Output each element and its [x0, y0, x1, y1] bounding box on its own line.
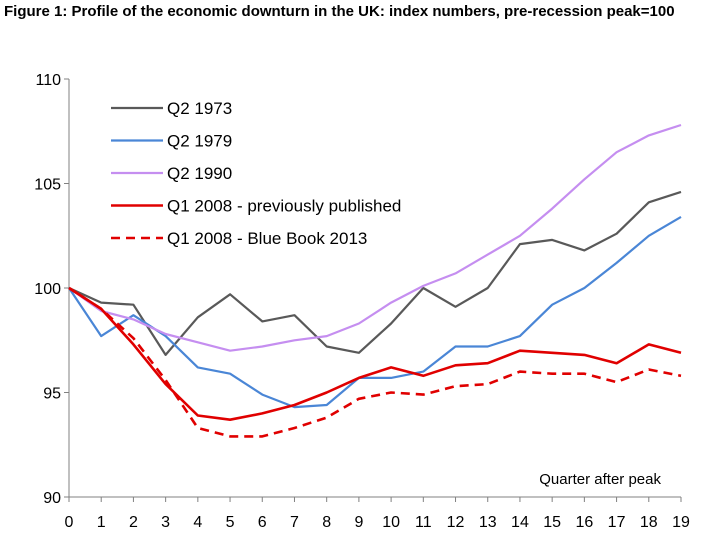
x-tick-label: 6 [258, 514, 267, 531]
series-line-5 [68, 286, 682, 438]
series-line-3 [68, 123, 682, 352]
x-tick-label: 4 [193, 514, 202, 531]
y-tick-label: 110 [35, 72, 61, 89]
chart-legend: Q2 1973 Q2 1979 Q2 1990 Q1 2008 - previousl… [111, 99, 401, 248]
series-line-4 [68, 286, 682, 422]
y-tick-label: 95 [43, 386, 61, 403]
x-tick-label: 2 [129, 514, 138, 531]
x-tick-label: 17 [608, 514, 626, 531]
x-tick-label: 14 [511, 514, 529, 531]
x-tick-label: 15 [543, 514, 561, 531]
x-tick-label: 10 [382, 514, 400, 531]
y-tick-label: 90 [43, 490, 61, 507]
legend-label-1: Q2 1973 [167, 99, 232, 118]
x-tick-label: 1 [97, 514, 106, 531]
series-line-1 [68, 190, 682, 356]
x-tick-label: 7 [290, 514, 299, 531]
x-tick-label: 9 [354, 514, 363, 531]
x-tick-label: 19 [672, 514, 690, 531]
x-tick-label: 3 [161, 514, 170, 531]
x-tick-label: 8 [322, 514, 331, 531]
x-tick-label: 11 [415, 514, 432, 531]
x-tick-label: 5 [226, 514, 235, 531]
x-tick-label: 13 [479, 514, 497, 531]
legend-label-4: Q1 2008 - previously published [167, 197, 401, 216]
series-line-2 [68, 215, 682, 409]
legend-label-3: Q2 1990 [167, 164, 232, 183]
legend-label-5: Q1 2008 - Blue Book 2013 [167, 229, 367, 248]
x-tick-label: 18 [640, 514, 658, 531]
chart-series-lines [68, 123, 682, 438]
figure-title: Figure 1: Profile of the economic downtu… [4, 3, 675, 20]
y-tick-label: 105 [34, 177, 61, 194]
x-tick-label: 12 [447, 514, 465, 531]
legend-label-2: Q2 1979 [167, 132, 232, 151]
y-tick-label: 100 [34, 281, 61, 298]
x-tick-label: 0 [65, 514, 74, 531]
x-tick-label: 16 [575, 514, 593, 531]
x-axis-annotation: Quarter after peak [539, 471, 661, 488]
